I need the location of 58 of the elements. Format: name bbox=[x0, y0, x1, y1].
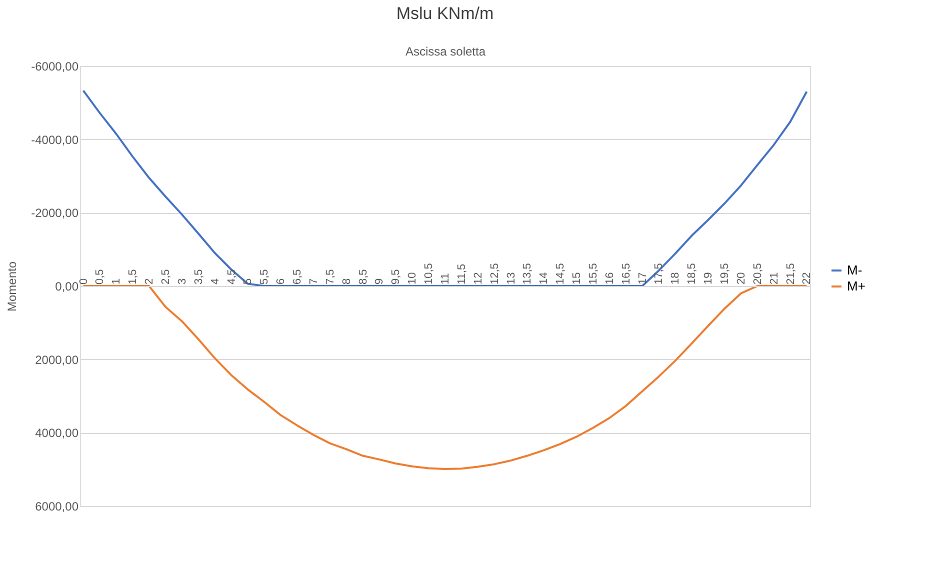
x-tick-label: 16,5 bbox=[620, 263, 632, 284]
x-tick-label: 1 bbox=[110, 278, 123, 284]
x-tick-label: 11 bbox=[440, 273, 452, 284]
x-tick-label: 6,5 bbox=[292, 269, 304, 284]
x-tick-label: 21 bbox=[768, 272, 780, 284]
y-tick-label: 6000,00 bbox=[35, 500, 79, 514]
x-tick-label: 8 bbox=[340, 278, 353, 284]
x-tick-label: 0,5 bbox=[94, 269, 106, 284]
x-tick-label: 5,5 bbox=[258, 269, 271, 284]
x-tick-label: 6 bbox=[275, 278, 288, 284]
x-tick-label: 0 bbox=[78, 278, 90, 284]
x-tick-label: 20 bbox=[735, 272, 748, 284]
y-axis-title: Momento bbox=[5, 261, 20, 312]
x-tick-label: 9,5 bbox=[390, 269, 402, 284]
x-tick-label: 3,5 bbox=[192, 269, 205, 284]
y-tick-label: 0,00 bbox=[55, 280, 79, 294]
x-tick-label: 8,5 bbox=[357, 269, 370, 284]
x-tick-label: 9 bbox=[374, 278, 386, 284]
x-tick-label: 18 bbox=[670, 272, 682, 284]
x-tick-label: 7,5 bbox=[324, 269, 336, 284]
chart-title: Mslu KNm/m bbox=[396, 4, 494, 23]
x-tick-label: 2 bbox=[144, 278, 156, 284]
x-tick-label: 10,5 bbox=[423, 263, 436, 284]
x-tick-label: 15,5 bbox=[587, 263, 600, 284]
x-tick-label: 10 bbox=[406, 272, 419, 284]
y-tick-label: 4000,00 bbox=[35, 426, 79, 440]
x-tick-label: 11,5 bbox=[456, 264, 468, 284]
x-tick-label: 21,5 bbox=[784, 263, 797, 284]
x-tick-label: 16 bbox=[604, 272, 616, 284]
y-tick-label: -4000,00 bbox=[31, 132, 79, 147]
x-tick-label: 2,5 bbox=[160, 269, 172, 284]
line-series bbox=[82, 285, 808, 470]
y-tick-label: -2000,00 bbox=[31, 206, 79, 220]
x-tick-label: 4,5 bbox=[226, 269, 238, 284]
x-tick-label: 3 bbox=[176, 278, 188, 284]
x-tick-label: 5 bbox=[242, 278, 254, 284]
x-tick-label: 1,5 bbox=[127, 269, 140, 284]
x-tick-label: 12,5 bbox=[488, 263, 501, 284]
x-tick-label: 17,5 bbox=[653, 263, 666, 284]
x-tick-label: 19,5 bbox=[719, 263, 732, 284]
x-tick-label: 17 bbox=[636, 272, 649, 284]
x-tick-label: 22 bbox=[801, 272, 814, 284]
x-tick-label: 13,5 bbox=[522, 263, 534, 284]
x-tick-label: 20,5 bbox=[752, 263, 764, 284]
x-tick-label: 13 bbox=[505, 272, 518, 284]
x-tick-label: 4 bbox=[209, 278, 222, 284]
x-tick-label: 14 bbox=[538, 272, 550, 284]
x-tick-label: 12 bbox=[472, 272, 484, 284]
x-axis-title: Ascissa soletta bbox=[405, 44, 486, 58]
y-tick-label: 2000,00 bbox=[35, 352, 79, 367]
x-tick-label: 7 bbox=[308, 278, 320, 284]
y-tick-label: -6000,00 bbox=[31, 60, 79, 74]
x-tick-label: 18,5 bbox=[686, 263, 698, 284]
x-tick-label: 15 bbox=[571, 272, 584, 284]
x-tick-label: 14,5 bbox=[554, 263, 567, 284]
legend-label: M- bbox=[847, 262, 862, 278]
x-tick-label: 19 bbox=[702, 272, 715, 284]
legend-label: M+ bbox=[847, 278, 866, 294]
